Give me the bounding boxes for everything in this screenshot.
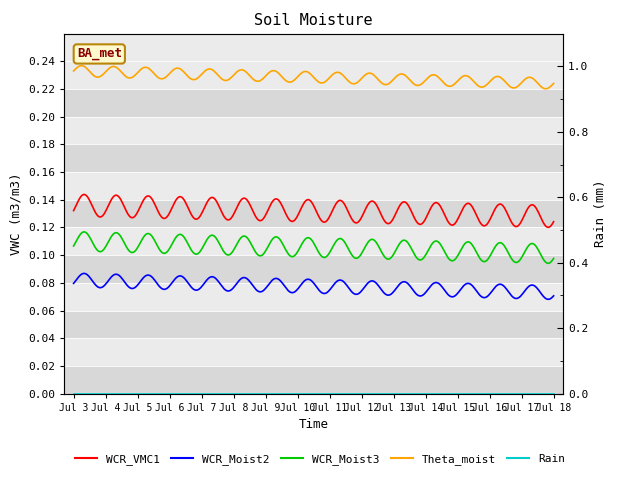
Title: Soil Moisture: Soil Moisture [254,13,373,28]
Bar [64,228,563,255]
Bar [64,117,563,144]
Bar [64,311,563,338]
Bar [64,338,563,366]
Bar [64,283,563,311]
X-axis label: Time: Time [299,418,328,431]
Bar [64,61,563,89]
Y-axis label: VWC (m3/m3): VWC (m3/m3) [10,172,22,255]
Bar [64,255,563,283]
Legend: WCR_VMC1, WCR_Moist2, WCR_Moist3, Theta_moist, Rain: WCR_VMC1, WCR_Moist2, WCR_Moist3, Theta_… [70,450,570,469]
Y-axis label: Rain (mm): Rain (mm) [594,180,607,247]
Bar [64,89,563,117]
Bar [64,366,563,394]
Bar [64,172,563,200]
Bar [64,200,563,228]
Bar [64,144,563,172]
Text: BA_met: BA_met [77,48,122,60]
